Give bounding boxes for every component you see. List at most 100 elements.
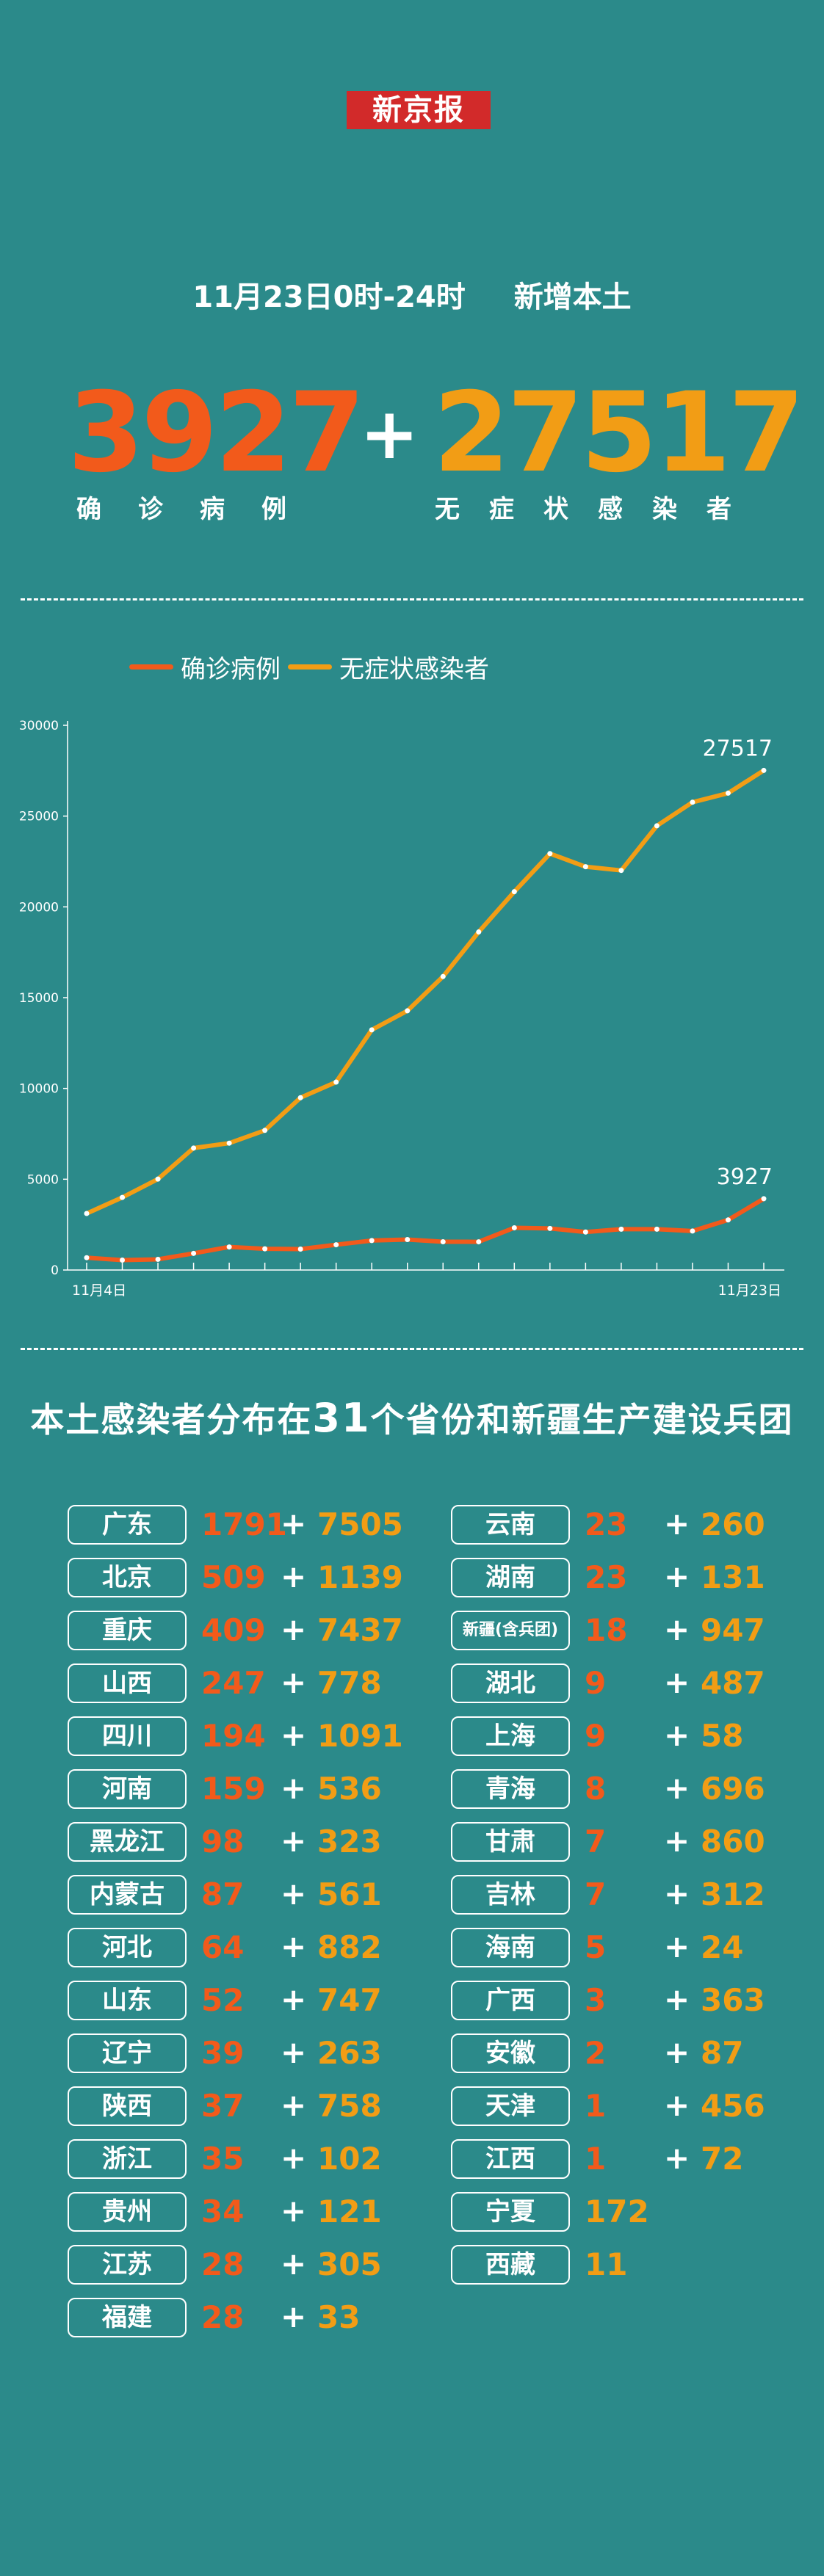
data-point [84, 1211, 90, 1216]
asymptomatic-count: 747 [317, 1982, 382, 2018]
asymptomatic-count: 7505 [317, 1506, 403, 1542]
confirmed-count: 28 [201, 2246, 245, 2282]
province-label: 贵州 [68, 2192, 187, 2232]
data-point [226, 1244, 232, 1250]
asymptomatic-count: 323 [317, 1824, 382, 1860]
confirmed-count: 18 [585, 1612, 628, 1648]
plus-sign: + [281, 2246, 307, 2282]
headline-subtitle: 新增本土 [513, 280, 632, 314]
asymptomatic-count: 172 [585, 2194, 649, 2229]
asymptomatic-count: 758 [317, 2088, 382, 2124]
data-point [511, 1224, 517, 1230]
confirmed-count: 1791 [201, 1506, 287, 1542]
province-label: 青海 [451, 1769, 570, 1809]
data-point [761, 767, 767, 773]
newspaper-logo: 新京报 [347, 91, 491, 129]
confirmed-count: 5 [585, 1929, 607, 1965]
y-tick-label: 20000 [19, 900, 59, 915]
plus-sign: + [664, 1664, 690, 1700]
divider-top [21, 598, 803, 601]
data-point [405, 1237, 411, 1243]
plus-sign: + [664, 2034, 690, 2070]
data-point [476, 1239, 482, 1245]
province-label: 云南 [451, 1505, 570, 1545]
data-point [654, 1226, 659, 1232]
data-point [297, 1247, 303, 1252]
data-point [191, 1145, 197, 1151]
y-tick-label: 30000 [19, 719, 59, 733]
asymptomatic-count: 33 [317, 2299, 361, 2335]
section-title-prefix: 本土感染者分布在 [30, 1400, 313, 1440]
asymptomatic-count: 1139 [317, 1559, 403, 1595]
legend-swatch-confirmed [129, 664, 173, 670]
asymptomatic-count: 58 [701, 1718, 744, 1754]
asymptomatic-count: 882 [317, 1929, 382, 1965]
province-label: 浙江 [68, 2139, 187, 2179]
plus-sign: + [281, 2087, 307, 2123]
asymptomatic-count: 1091 [317, 1718, 403, 1754]
data-point [155, 1256, 161, 1262]
asymptomatic-count: 260 [701, 1506, 765, 1542]
plus-sign: + [664, 1717, 690, 1753]
province-label: 四川 [68, 1716, 187, 1756]
data-point [654, 823, 659, 829]
asymptomatic-count: 363 [701, 1982, 765, 2018]
line-chart: 0 5000 10000 15000 20000 25000 30000 11月4日 11月23… [19, 719, 784, 1299]
province-label: 天津 [451, 2086, 570, 2126]
asymptomatic-count: 561 [317, 1876, 382, 1912]
asymptomatic-count: 487 [701, 1665, 765, 1701]
province-label: 江西 [451, 2139, 570, 2179]
confirmed-count: 8 [585, 1771, 607, 1807]
province-label: 河北 [68, 1928, 187, 1967]
plus-sign: + [281, 1876, 307, 1912]
plus-sign: + [281, 1770, 307, 1806]
confirmed-count: 34 [201, 2194, 245, 2229]
asymptomatic-count: 72 [701, 2141, 744, 2177]
province-label: 吉林 [451, 1875, 570, 1915]
asymptomatic-count: 860 [701, 1824, 765, 1860]
plus-sign: + [281, 2193, 307, 2229]
plus-sign: + [281, 1929, 307, 1964]
data-point [582, 1229, 588, 1235]
province-label: 安徽 [451, 2033, 570, 2073]
asymptomatic-count: 456 [701, 2088, 765, 2124]
data-point [618, 1226, 624, 1232]
plus-sign: + [281, 1823, 307, 1859]
data-point [582, 864, 588, 870]
plus-sign: + [664, 1770, 690, 1806]
plus-sign: + [281, 1506, 307, 1542]
headline: 11月23日0时-24时 新增本土 [0, 273, 824, 316]
data-point [262, 1128, 268, 1133]
end-label: 27517 [703, 736, 773, 761]
province-label: 广东 [68, 1505, 187, 1545]
data-point [155, 1176, 161, 1182]
legend-item-confirmed: 确诊病例 [129, 649, 281, 685]
confirmed-count: 3 [585, 1982, 607, 2018]
data-point [333, 1079, 339, 1085]
province-label: 内蒙古 [68, 1875, 187, 1915]
province-label: 西藏 [451, 2245, 570, 2285]
confirmed-count: 7 [585, 1876, 607, 1912]
province-label: 黑龙江 [68, 1822, 187, 1862]
confirmed-count: 87 [201, 1876, 245, 1912]
province-label: 辽宁 [68, 2033, 187, 2073]
series-line-confirmed [84, 1196, 766, 1263]
y-tick-label: 5000 [27, 1172, 59, 1187]
province-label: 湖北 [451, 1663, 570, 1703]
data-point [547, 1225, 553, 1231]
asymptomatic-count: 536 [317, 1771, 382, 1807]
total-asymptomatic: 27517 [433, 369, 805, 497]
plus-sign: + [281, 1717, 307, 1753]
province-label: 山东 [68, 1981, 187, 2020]
province-label: 山西 [68, 1663, 187, 1703]
data-point [405, 1008, 411, 1014]
data-point [297, 1095, 303, 1100]
plus-sign: + [281, 2140, 307, 2176]
asymptomatic-count: 131 [701, 1559, 765, 1595]
legend-label-confirmed: 确诊病例 [181, 655, 281, 684]
data-point [511, 889, 517, 895]
confirmed-count: 1 [585, 2141, 607, 2177]
data-point [262, 1246, 268, 1252]
asymptomatic-count: 7437 [317, 1612, 403, 1648]
plus-sign: + [281, 1611, 307, 1647]
